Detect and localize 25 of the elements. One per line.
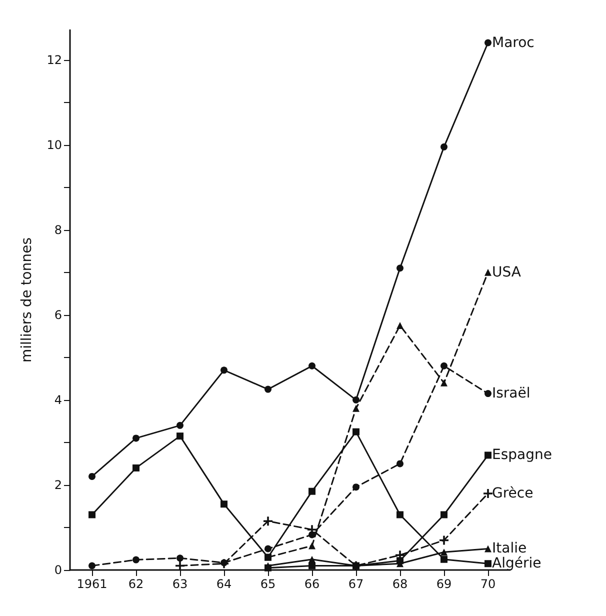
y-tick-label: 10	[46, 138, 62, 152]
series-label: Israël	[492, 386, 530, 402]
series-label: Grèce	[492, 485, 534, 502]
x-tick-label: 67	[348, 577, 364, 591]
x-tick-label: 65	[260, 577, 276, 591]
series-label: Espagne	[492, 447, 552, 464]
x-tick-label: 66	[304, 577, 320, 591]
series-label: Algérie	[492, 556, 542, 572]
series-label: USA	[492, 264, 522, 280]
y-axis-title: milliers de tonnes	[19, 238, 35, 362]
x-tick-label: 1961	[76, 577, 108, 591]
y-tick-label: 2	[54, 478, 62, 492]
x-tick-label: 62	[128, 577, 144, 591]
x-tick-label: 69	[436, 577, 452, 591]
y-tick-label: 0	[54, 563, 62, 577]
x-tick-label: 64	[216, 577, 232, 591]
x-tick-label: 68	[392, 577, 408, 591]
x-tick-label: 70	[480, 577, 496, 591]
series-label: Maroc	[492, 34, 534, 51]
x-tick-label: 63	[172, 577, 188, 591]
y-tick-label: 4	[54, 392, 62, 407]
y-tick-label: 12	[46, 52, 62, 67]
y-tick-label: 6	[54, 308, 62, 322]
series-label: Italie	[492, 540, 527, 557]
y-tick-label: 8	[54, 222, 62, 237]
